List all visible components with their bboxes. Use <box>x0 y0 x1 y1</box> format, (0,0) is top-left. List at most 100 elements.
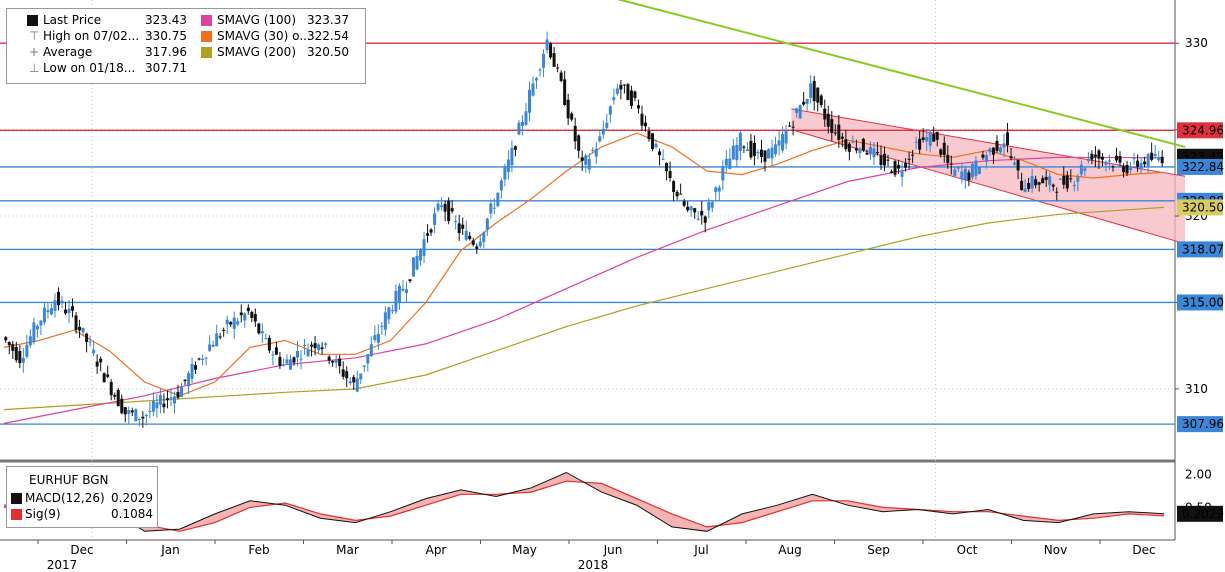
candle <box>549 41 553 60</box>
candle-body <box>658 151 662 156</box>
candle <box>566 93 570 125</box>
candle-body <box>14 347 18 361</box>
candle-body <box>710 202 714 208</box>
candle <box>355 370 359 393</box>
candle <box>601 120 605 139</box>
candle-body <box>429 229 433 233</box>
candle-body <box>246 307 250 312</box>
candle-body <box>127 410 131 414</box>
candle <box>1030 168 1034 194</box>
candle-body <box>327 356 331 361</box>
candle-body <box>7 342 11 346</box>
candle <box>728 148 732 170</box>
candle-body <box>1009 156 1013 159</box>
candle <box>1083 167 1087 177</box>
candle-body <box>531 83 535 96</box>
candle-body <box>1122 166 1126 173</box>
candle-body <box>310 344 314 347</box>
candle-body <box>1037 182 1041 185</box>
x-tick-label: May <box>512 543 537 557</box>
candle-body <box>854 148 858 151</box>
candle-body <box>404 289 408 293</box>
candle <box>267 335 271 354</box>
candle-body <box>141 416 145 419</box>
candle-body <box>197 358 201 360</box>
candle <box>714 185 718 200</box>
price-tag: 318.07 <box>1177 241 1224 258</box>
candle-body <box>594 148 598 157</box>
candle <box>211 340 215 348</box>
candle <box>327 355 331 364</box>
candle-body <box>868 146 872 155</box>
legend-value: 323.37 <box>307 13 349 27</box>
candle <box>394 284 398 315</box>
candle <box>756 149 760 160</box>
candle-body <box>383 312 387 330</box>
macd-line <box>3 471 1165 532</box>
candle <box>390 304 394 314</box>
candle <box>531 76 535 97</box>
candle <box>134 408 138 422</box>
candle <box>914 136 918 150</box>
candle <box>626 82 630 101</box>
candle <box>1093 146 1097 168</box>
candle-body <box>475 246 479 249</box>
candle-body <box>53 300 57 311</box>
candle-body <box>151 400 155 412</box>
price-tag: 320.50 <box>1177 199 1224 216</box>
candle-body <box>369 344 373 357</box>
candle-body <box>921 137 925 140</box>
candle <box>791 120 795 136</box>
candle <box>499 178 503 199</box>
candle-body <box>478 241 482 247</box>
channel-upper-line <box>791 108 1186 177</box>
candle <box>682 198 686 208</box>
price-tag-box <box>1177 199 1223 216</box>
candle-body <box>538 69 542 71</box>
candle <box>615 83 619 96</box>
candle-body <box>812 80 816 102</box>
candle <box>397 283 401 310</box>
candle <box>1034 175 1038 189</box>
candle-body <box>313 343 317 349</box>
candle-body <box>774 144 778 155</box>
candle-body <box>408 279 412 282</box>
candle <box>524 102 528 127</box>
candle-body <box>566 99 570 119</box>
macd-swatch <box>11 493 22 504</box>
candle-body <box>201 358 205 361</box>
candle <box>946 145 950 169</box>
candle-body <box>471 240 475 245</box>
candle <box>1111 165 1115 172</box>
candle <box>668 161 672 182</box>
candle <box>510 140 514 173</box>
candle <box>991 147 995 164</box>
candle-body <box>496 192 500 207</box>
price-tag-box <box>1177 158 1223 175</box>
smavg100-line <box>3 156 1165 424</box>
candle <box>816 87 820 112</box>
candle <box>183 379 187 386</box>
candle-body <box>257 323 261 334</box>
candle-body <box>770 147 774 159</box>
price-tag-box <box>1177 294 1223 311</box>
candle-body <box>35 325 39 330</box>
candle-body <box>415 255 419 270</box>
legend-row-smavg100: SMAVG (100) 323.37 <box>7 13 365 29</box>
candle-body <box>633 91 637 98</box>
candle-body <box>397 285 401 303</box>
candle-body <box>559 72 563 81</box>
candle-body <box>833 132 837 134</box>
candle-body <box>1044 176 1048 180</box>
candle <box>14 341 18 363</box>
candle <box>802 92 806 107</box>
candle-body <box>373 335 377 341</box>
candle <box>805 98 809 111</box>
candle-body <box>60 300 64 304</box>
candle <box>7 341 11 355</box>
candle-body <box>1020 180 1024 191</box>
candle <box>735 137 739 167</box>
candle <box>88 335 92 347</box>
candle <box>1013 155 1017 166</box>
candle-body <box>380 325 384 327</box>
